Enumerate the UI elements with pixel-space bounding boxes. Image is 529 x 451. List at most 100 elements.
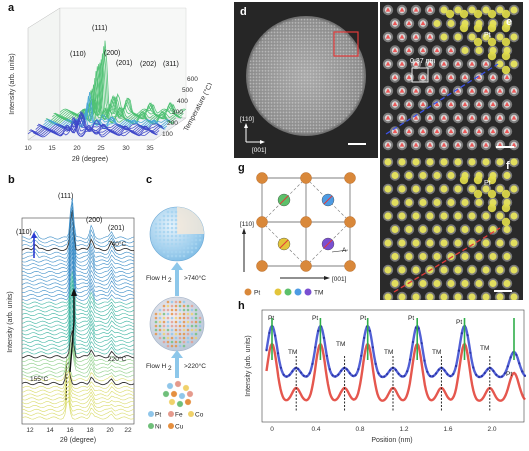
tm-marker: [385, 7, 391, 12]
profile-dot: [279, 366, 282, 369]
atom: [178, 332, 182, 336]
h-xtick: 0: [270, 426, 274, 433]
atom: [158, 324, 162, 328]
c-legend: Pt Fe Co Ni Cu: [148, 411, 204, 431]
panel-f-label: f: [506, 160, 510, 172]
g-legend-tm-dot2: [284, 288, 292, 296]
profile-dot: [394, 368, 397, 371]
panel-c-label: c: [146, 174, 153, 186]
legend-dot-cu: [168, 423, 174, 429]
atom: [158, 222, 162, 226]
pt-atom: [344, 216, 356, 228]
particle-lattice: [248, 18, 364, 134]
profile-dot: [423, 359, 426, 362]
pt-marker: [475, 46, 483, 55]
legend-dot-fe: [168, 411, 174, 417]
cluster-atom: [174, 380, 182, 388]
atom: [158, 218, 162, 222]
atom: [182, 250, 186, 254]
tm-marker: [420, 101, 426, 107]
legend-dot-co: [188, 411, 194, 417]
atom: [162, 246, 166, 250]
tm-marker: [427, 115, 433, 120]
c-flow-1: Flow H: [146, 275, 167, 282]
stack-trace: [21, 226, 135, 267]
tm-marker: [448, 47, 454, 53]
sphere-disordered-atoms: [154, 300, 202, 348]
profile-dot: [500, 375, 504, 378]
atom: [166, 300, 170, 304]
tm-marker: [483, 142, 489, 147]
atom: [198, 320, 202, 324]
pt-marker: [510, 33, 518, 41]
atom: [174, 336, 178, 340]
a-xtick: 15: [48, 145, 56, 152]
pt-marker: [405, 225, 413, 234]
atom: [154, 242, 158, 246]
c-temp-1: >740°C: [184, 274, 206, 282]
atom: [170, 242, 174, 246]
atom: [182, 242, 186, 246]
profile-dot: [443, 369, 446, 372]
atom: [170, 308, 174, 312]
atom: [162, 324, 166, 328]
profile-dot: [340, 369, 343, 372]
pt-marker: [489, 225, 497, 234]
profile-dot: [377, 372, 380, 375]
atom: [182, 254, 186, 258]
stack-trace: [21, 209, 135, 252]
stack-trace: [21, 310, 135, 340]
pt-marker: [501, 51, 511, 61]
pt-marker: [447, 225, 455, 234]
panel-h-label: h: [238, 300, 245, 312]
atom: [186, 308, 190, 312]
panel-d-label: d: [240, 6, 247, 18]
atom: [170, 238, 174, 242]
atom: [158, 332, 162, 336]
pt-marker: [398, 185, 406, 193]
atom: [178, 234, 182, 238]
atom: [166, 242, 170, 246]
profile-dot: [331, 374, 334, 377]
pt-marker: [391, 198, 399, 207]
atom: [186, 246, 190, 250]
profile-dot: [299, 371, 303, 374]
pt-marker: [454, 266, 462, 274]
pt-marker: [433, 252, 441, 261]
pt-marker: [487, 175, 497, 185]
pt-atom: [300, 216, 312, 228]
pt-marker: [482, 212, 490, 220]
stack-trace: [21, 276, 135, 309]
e-dist-label: 0.37 nm: [410, 58, 436, 65]
atom: [154, 320, 158, 324]
h-xtick: 0.8: [355, 426, 364, 433]
profile-dot: [322, 336, 325, 339]
pt-marker: [501, 217, 511, 227]
pt-marker: [468, 185, 476, 193]
profile-dot: [345, 368, 348, 371]
pt-marker: [426, 239, 434, 247]
atom: [178, 344, 182, 348]
legend-pt: Pt: [155, 412, 161, 419]
atom: [170, 320, 174, 324]
atom: [170, 300, 174, 304]
atom: [190, 246, 194, 250]
stack-trace: [21, 360, 135, 386]
tm-marker: [434, 101, 440, 107]
atom: [170, 304, 174, 308]
atom: [178, 238, 182, 242]
pt-marker: [433, 171, 441, 180]
pt-marker: [501, 189, 511, 199]
atom: [186, 332, 190, 336]
atom: [166, 336, 170, 340]
a-peak-202: (202): [140, 61, 156, 68]
profile-dot: [432, 375, 435, 378]
panel-d-image: [110] [001]: [240, 16, 366, 154]
stack-trace: [21, 330, 135, 359]
pt-marker: [496, 6, 504, 14]
atom: [190, 328, 194, 332]
g-axis-horz-head: [324, 276, 330, 280]
pt-marker: [482, 158, 490, 166]
b-xlabel: 2θ (degree): [60, 437, 96, 444]
profile-dot: [328, 368, 331, 371]
